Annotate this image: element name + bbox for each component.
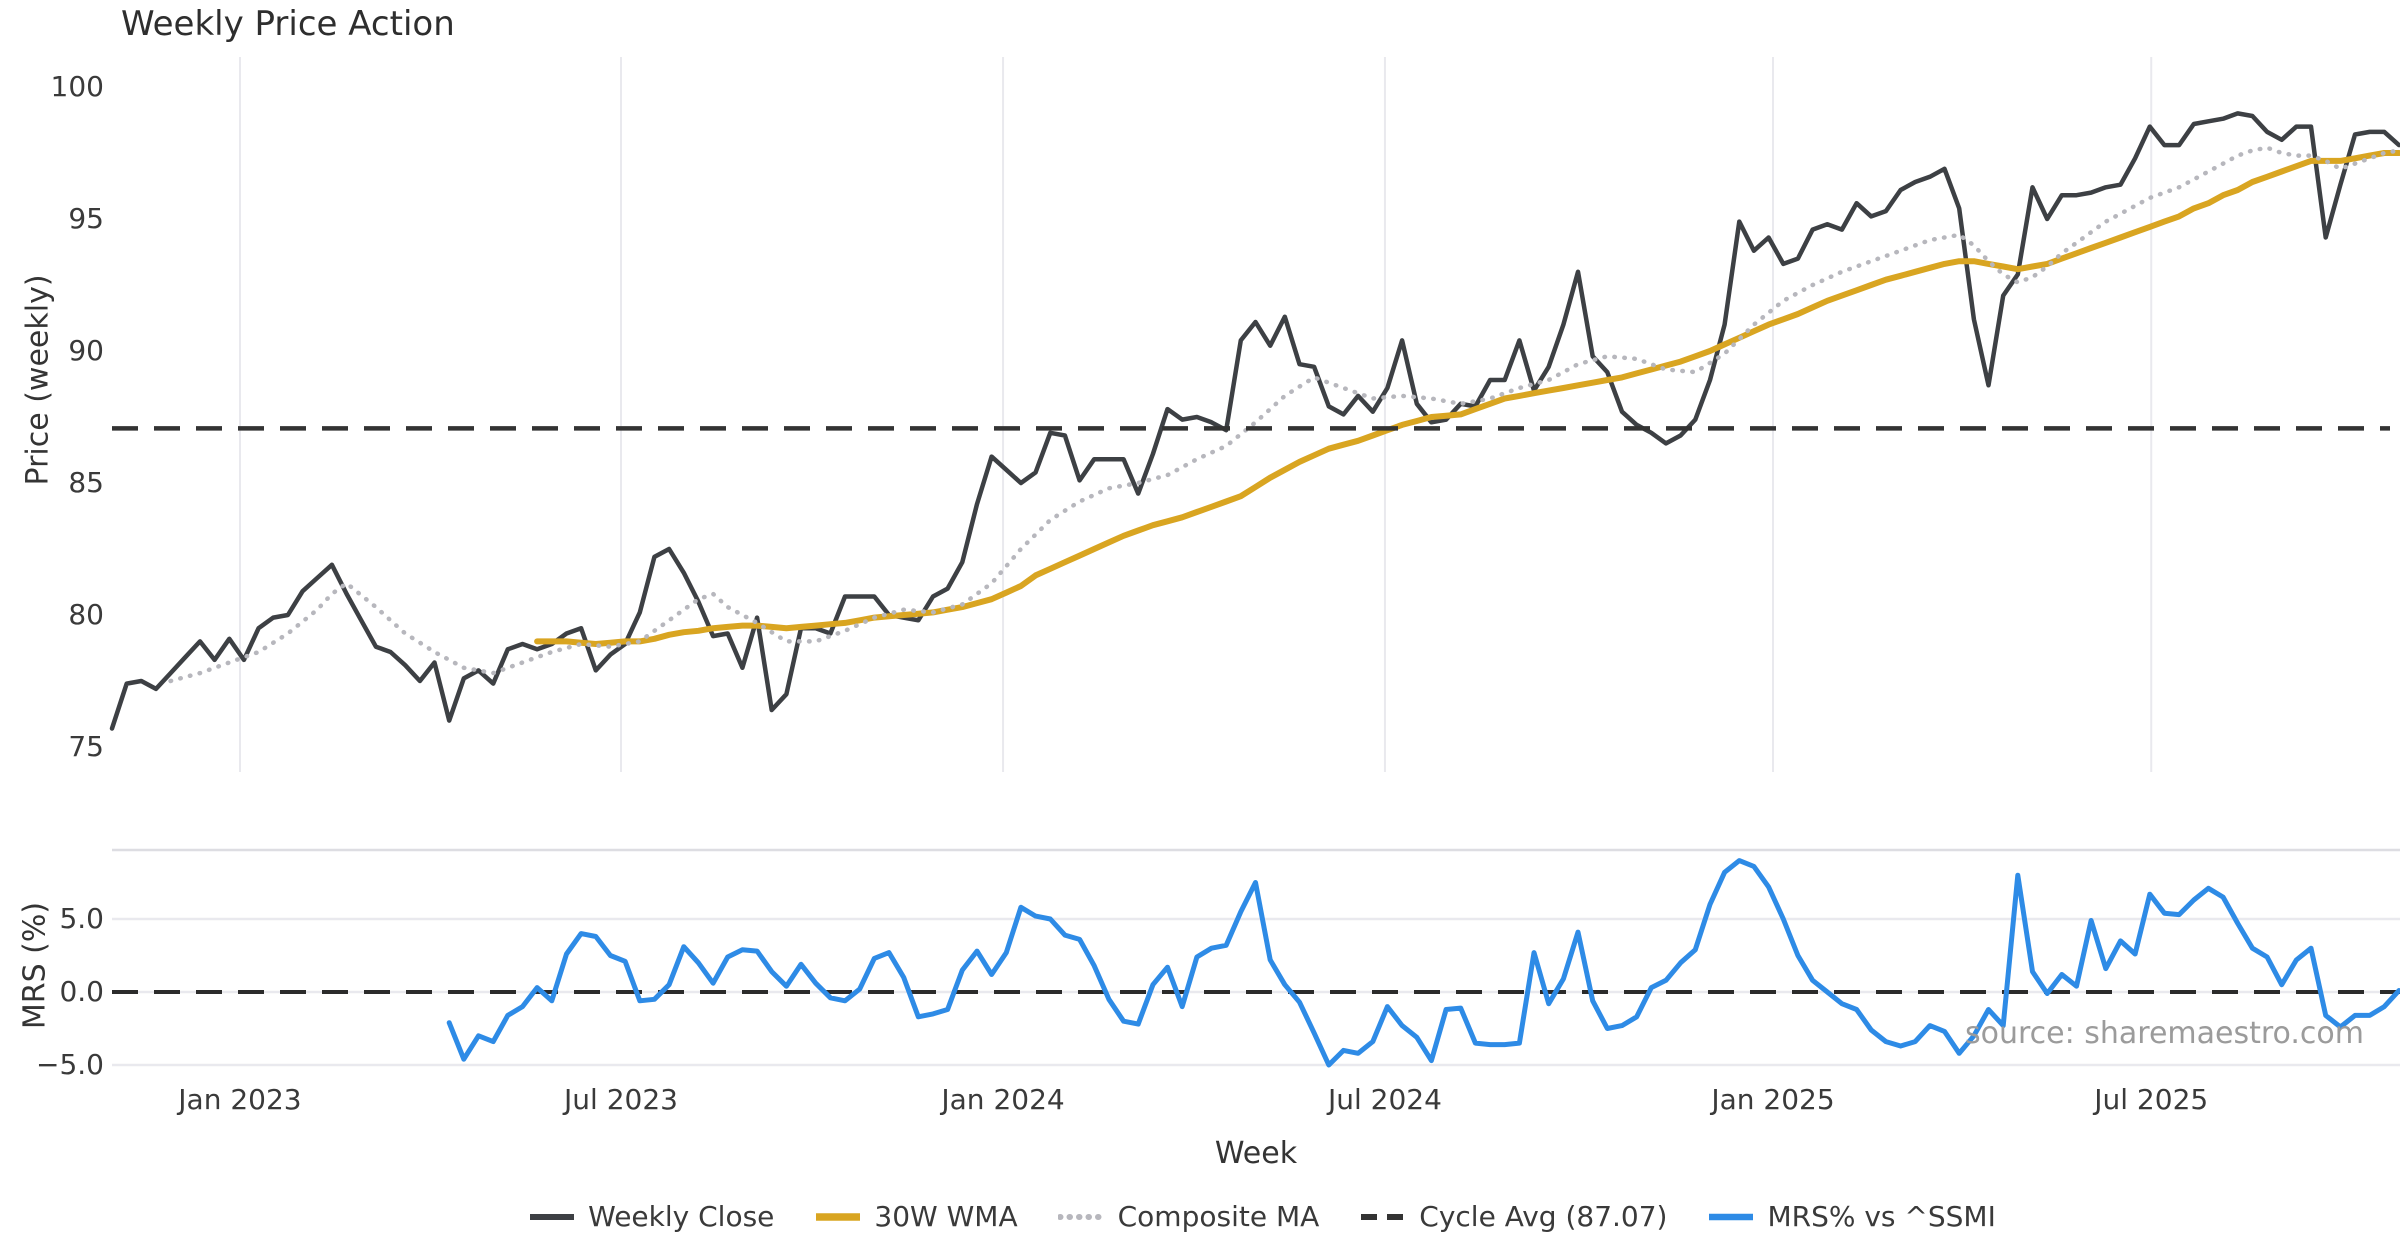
price-tick-label: 100 <box>50 70 104 103</box>
x-axis-title: Week <box>1214 1136 1298 1171</box>
legend-line-sample <box>816 1212 861 1221</box>
legend-line-sample <box>530 1213 575 1220</box>
weekly-close-line <box>109 111 2400 731</box>
legend-label: 30W WMA <box>874 1200 1018 1233</box>
legend-item: Cycle Avg (87.07) <box>1359 1200 1667 1233</box>
price-tick-label: 85 <box>68 466 104 499</box>
price-tick-label: 95 <box>68 202 104 235</box>
x-tick-label: Jul 2024 <box>1327 1083 1442 1116</box>
legend-line-sample <box>1057 1213 1106 1220</box>
legend-label: Composite MA <box>1117 1200 1320 1233</box>
chart-title: Weekly Price Action <box>121 4 455 44</box>
x-tick-label: Jul 2025 <box>2094 1083 2209 1116</box>
price-axis-label: Price (weekly) <box>20 274 56 486</box>
price-tick-label: 90 <box>68 334 104 367</box>
legend-item: Composite MA <box>1057 1200 1320 1233</box>
legend-item: MRS% vs ^SSMI <box>1707 1200 1996 1233</box>
source-watermark: source: sharemaestro.com <box>1965 1016 2364 1051</box>
legend-item: Weekly Close <box>528 1200 774 1233</box>
composite-ma-line <box>168 145 2400 684</box>
legend-line-sample <box>1709 1213 1754 1220</box>
x-tick-label: Jul 2023 <box>564 1083 678 1116</box>
legend-label: MRS% vs ^SSMI <box>1767 1200 1996 1233</box>
x-tick-label: Jan 2023 <box>178 1083 302 1116</box>
x-tick-label: Jan 2025 <box>1711 1083 1835 1116</box>
price-tick-label: 75 <box>68 730 104 763</box>
mrs-tick-label: 5.0 <box>59 902 104 935</box>
legend-label: Cycle Avg (87.07) <box>1419 1200 1668 1233</box>
legend-item: 30W WMA <box>814 1200 1018 1233</box>
mrs-tick-label: −5.0 <box>36 1048 104 1081</box>
chart-legend: Weekly Close 30W WMA Composite MA Cycle Avg… <box>62 1200 2400 1233</box>
mrs-tick-label: 0.0 <box>59 975 104 1008</box>
legend-label: Weekly Close <box>588 1200 775 1233</box>
30w-wma-line <box>534 150 2400 647</box>
price-tick-label: 80 <box>68 598 104 631</box>
x-tick-label: Jan 2024 <box>941 1083 1065 1116</box>
mrs-vs-ssmi-line <box>446 858 2400 1068</box>
legend-line-sample <box>1361 1213 1406 1220</box>
